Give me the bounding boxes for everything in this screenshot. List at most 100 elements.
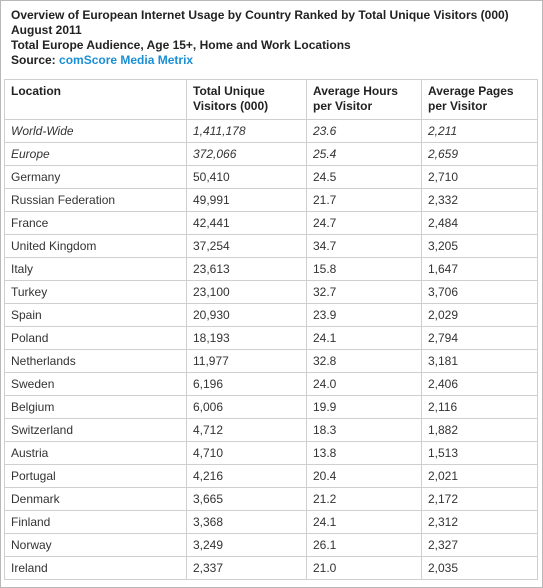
usage-table: Location Total Unique Visitors (000) Ave…: [4, 79, 538, 580]
cell-location: Germany: [4, 165, 187, 189]
cell-visitors: 11,977: [186, 349, 307, 373]
cell-location: Switzerland: [4, 418, 187, 442]
header-pages-line2: per Visitor: [428, 99, 488, 113]
cell-location: Portugal: [4, 464, 187, 488]
header-visitors-line2: Visitors (000): [193, 99, 269, 113]
header-pages-line1: Average Pages: [428, 84, 514, 98]
cell-pages: 3,205: [421, 234, 538, 258]
header-pages: Average Pages per Visitor: [421, 79, 538, 120]
cell-visitors: 50,410: [186, 165, 307, 189]
cell-hours: 24.5: [306, 165, 422, 189]
cell-visitors: 20,930: [186, 303, 307, 327]
cell-location: Ireland: [4, 556, 187, 580]
cell-location: World-Wide: [4, 119, 187, 143]
header-visitors: Total Unique Visitors (000): [186, 79, 307, 120]
cell-hours: 20.4: [306, 464, 422, 488]
cell-pages: 2,116: [421, 395, 538, 419]
table-row: Denmark 3,665 21.2 2,172: [4, 487, 538, 511]
cell-hours: 24.1: [306, 326, 422, 350]
cell-visitors: 37,254: [186, 234, 307, 258]
header-location: Location: [4, 79, 187, 120]
table-header-row: Location Total Unique Visitors (000) Ave…: [4, 79, 538, 120]
cell-location: Russian Federation: [4, 188, 187, 212]
cell-pages: 2,406: [421, 372, 538, 396]
cell-location: Netherlands: [4, 349, 187, 373]
cell-visitors: 6,196: [186, 372, 307, 396]
cell-pages: 1,513: [421, 441, 538, 465]
report-title-line2: August 2011: [11, 23, 82, 37]
cell-pages: 2,484: [421, 211, 538, 235]
cell-hours: 18.3: [306, 418, 422, 442]
table-row: Turkey 23,100 32.7 3,706: [4, 280, 538, 304]
cell-pages: 2,312: [421, 510, 538, 534]
table-row: Netherlands 11,977 32.8 3,181: [4, 349, 538, 373]
header-location-line1: Location: [11, 84, 61, 98]
cell-pages: 3,706: [421, 280, 538, 304]
cell-hours: 21.0: [306, 556, 422, 580]
cell-pages: 2,029: [421, 303, 538, 327]
cell-visitors: 372,066: [186, 142, 307, 166]
cell-pages: 2,211: [421, 119, 538, 143]
cell-hours: 21.2: [306, 487, 422, 511]
header-hours-line2: per Visitor: [313, 99, 373, 113]
cell-visitors: 42,441: [186, 211, 307, 235]
cell-pages: 2,172: [421, 487, 538, 511]
table-row: Europe 372,066 25.4 2,659: [4, 142, 538, 166]
cell-hours: 24.0: [306, 372, 422, 396]
cell-pages: 2,021: [421, 464, 538, 488]
cell-visitors: 1,411,178: [186, 119, 307, 143]
table-row: Ireland 2,337 21.0 2,035: [4, 556, 538, 580]
cell-hours: 21.7: [306, 188, 422, 212]
cell-visitors: 18,193: [186, 326, 307, 350]
cell-location: Europe: [4, 142, 187, 166]
cell-visitors: 4,710: [186, 441, 307, 465]
cell-hours: 23.6: [306, 119, 422, 143]
cell-visitors: 3,368: [186, 510, 307, 534]
cell-location: France: [4, 211, 187, 235]
table-row: United Kingdom 37,254 34.7 3,205: [4, 234, 538, 258]
cell-visitors: 4,216: [186, 464, 307, 488]
cell-visitors: 2,337: [186, 556, 307, 580]
cell-location: Sweden: [4, 372, 187, 396]
cell-pages: 3,181: [421, 349, 538, 373]
cell-visitors: 49,991: [186, 188, 307, 212]
cell-location: Belgium: [4, 395, 187, 419]
table-body: World-Wide 1,411,178 23.6 2,211 Europe 372,06…: [4, 119, 538, 580]
cell-hours: 15.8: [306, 257, 422, 281]
cell-location: Italy: [4, 257, 187, 281]
cell-pages: 1,882: [421, 418, 538, 442]
cell-hours: 19.9: [306, 395, 422, 419]
table-row: Norway 3,249 26.1 2,327: [4, 533, 538, 557]
table-row: Belgium 6,006 19.9 2,116: [4, 395, 538, 419]
cell-pages: 2,659: [421, 142, 538, 166]
cell-location: Turkey: [4, 280, 187, 304]
cell-hours: 32.8: [306, 349, 422, 373]
cell-pages: 2,710: [421, 165, 538, 189]
table-row: Spain 20,930 23.9 2,029: [4, 303, 538, 327]
table-row: Finland 3,368 24.1 2,312: [4, 510, 538, 534]
source-link[interactable]: comScore Media Metrix: [59, 53, 194, 67]
cell-location: Norway: [4, 533, 187, 557]
cell-location: Spain: [4, 303, 187, 327]
cell-visitors: 6,006: [186, 395, 307, 419]
cell-pages: 1,647: [421, 257, 538, 281]
cell-hours: 23.9: [306, 303, 422, 327]
cell-hours: 13.8: [306, 441, 422, 465]
cell-pages: 2,035: [421, 556, 538, 580]
cell-location: Poland: [4, 326, 187, 350]
source-line: Source: comScore Media Metrix: [11, 53, 534, 68]
cell-visitors: 3,665: [186, 487, 307, 511]
report-subtitle: Total Europe Audience, Age 15+, Home and…: [11, 38, 351, 52]
cell-visitors: 23,100: [186, 280, 307, 304]
cell-location: United Kingdom: [4, 234, 187, 258]
table-row: Russian Federation 49,991 21.7 2,332: [4, 188, 538, 212]
table-row: Sweden 6,196 24.0 2,406: [4, 372, 538, 396]
cell-pages: 2,794: [421, 326, 538, 350]
cell-location: Austria: [4, 441, 187, 465]
cell-visitors: 3,249: [186, 533, 307, 557]
table-row: World-Wide 1,411,178 23.6 2,211: [4, 119, 538, 143]
table-row: Portugal 4,216 20.4 2,021: [4, 464, 538, 488]
cell-hours: 32.7: [306, 280, 422, 304]
header-visitors-line1: Total Unique: [193, 84, 265, 98]
